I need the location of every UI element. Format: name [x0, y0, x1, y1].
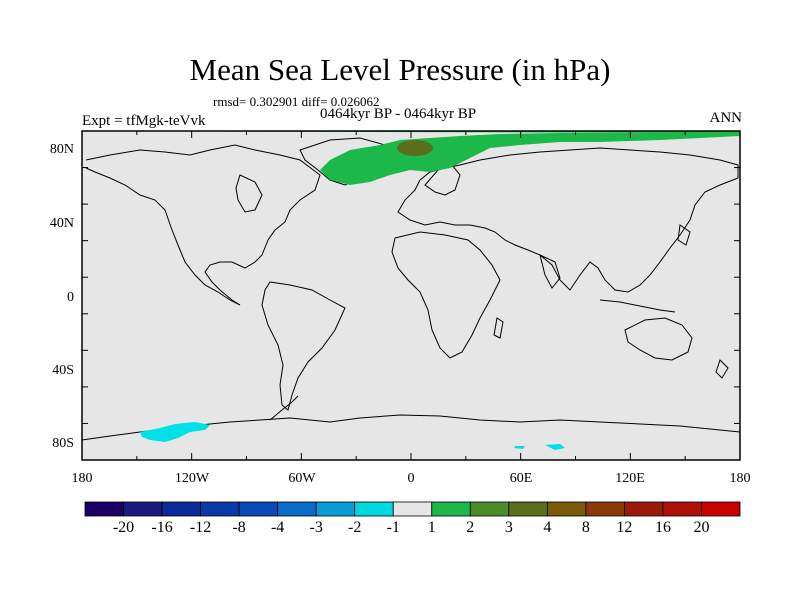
colorbar-label: 4 [543, 519, 552, 536]
colorbar-label: -2 [348, 519, 362, 536]
colorbar-label: 1 [427, 519, 436, 536]
anomaly-positive-arctic [82, 131, 740, 185]
coast-new-zealand [715, 359, 729, 379]
colorbar-swatch [315, 501, 356, 517]
stats-label: rmsd= 0.302901 diff= 0.026062 [213, 94, 380, 109]
colorbar-swatch [238, 501, 279, 517]
colorbar-swatch [200, 501, 240, 517]
coast-india [539, 254, 561, 289]
coast-japan [677, 224, 691, 246]
colorbar-swatch [701, 501, 741, 517]
colorbar-swatch [546, 501, 587, 517]
colorbar-label: 16 [654, 519, 671, 536]
lon-tick: 120E [615, 471, 645, 486]
map-title: Mean Sea Level Pressure (in hPa) [189, 52, 611, 87]
coast-antarctic-peninsula [269, 395, 299, 421]
coast-eurasia [397, 147, 739, 293]
anomaly-negative-antarctic-small-2 [514, 446, 525, 449]
lon-tick: 60W [288, 471, 316, 486]
colorbar-label: 2 [466, 519, 475, 536]
lon-tick: 60E [510, 471, 533, 486]
colorbar-swatch [508, 501, 548, 517]
colorbar-label: 20 [693, 519, 710, 536]
colorbar [84, 501, 741, 517]
coast-africa [391, 231, 501, 359]
lat-tick: 80S [52, 436, 74, 451]
experiment-label: Expt = tfMgk-teVvk [82, 113, 206, 129]
anomaly-negative-antarctic-small [545, 444, 565, 450]
colorbar-label: -20 [112, 519, 135, 536]
colorbar-swatch [392, 501, 433, 517]
colorbar-label: -3 [309, 519, 323, 536]
colorbar-label: -4 [270, 519, 285, 536]
colorbar-swatch [662, 501, 702, 517]
season-label: ANN [709, 110, 743, 126]
colorbar-swatch [354, 501, 394, 517]
period-label: 0464kyr BP - 0464kyr BP [320, 106, 477, 122]
colorbar-label: -12 [189, 519, 212, 536]
lat-tick: 0 [67, 290, 74, 305]
anomaly-negative-antarctic [140, 422, 210, 442]
colorbar-swatch [123, 501, 163, 517]
colorbar-swatch [585, 501, 625, 517]
colorbar-swatch [277, 501, 317, 517]
colorbar-label: 8 [581, 519, 590, 536]
coast-south-america [261, 281, 346, 411]
coast-hudson-bay [235, 174, 263, 213]
lon-tick: 180 [72, 471, 93, 486]
lon-tick-labels: 180 120W 60W 0 60E 120E 180 [72, 471, 751, 486]
anomaly-positive-core [397, 140, 433, 156]
colorbar-swatch [161, 501, 201, 517]
colorbar-label: -8 [232, 519, 246, 536]
colorbar-swatch [431, 501, 471, 517]
colorbar-label: -1 [386, 519, 400, 536]
lat-tick-labels: 80N 40N 0 40S 80S [50, 142, 74, 451]
colorbar-swatch [469, 501, 510, 517]
lon-tick: 180 [730, 471, 751, 486]
lat-tick: 40N [50, 216, 74, 231]
colorbar-label: -16 [151, 519, 173, 536]
lat-tick: 80N [50, 142, 74, 157]
coast-north-america [85, 144, 321, 306]
lat-tick: 40S [52, 363, 74, 378]
colorbar-swatch [84, 501, 124, 517]
lon-tick: 120W [175, 471, 210, 486]
map-background [82, 131, 740, 460]
colorbar-label: 3 [504, 519, 513, 536]
coast-madagascar [493, 317, 504, 339]
colorbar-swatch [624, 501, 664, 517]
tick-marks [81, 130, 741, 461]
colorbar-label: 12 [616, 519, 633, 536]
coast-indonesia [599, 299, 676, 313]
lon-tick: 0 [408, 471, 415, 486]
coast-australia [624, 317, 693, 361]
